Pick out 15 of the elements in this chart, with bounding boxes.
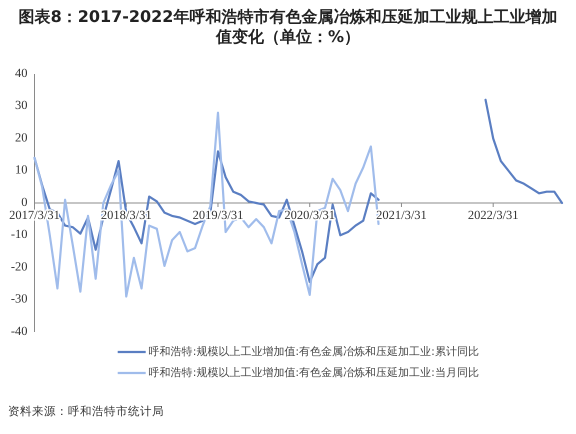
annotation: 资料来源：呼和浩特市统计局 <box>8 404 164 418</box>
chart-title: 图表8：2017-2022年呼和浩特市有色金属冶炼和压延加工业规上工业增加值变化（单位：%） <box>18 7 558 47</box>
y-tick-label: 30 <box>15 98 28 112</box>
y-tick-label: -10 <box>10 227 28 242</box>
y-tick-label: 20 <box>15 130 28 144</box>
legend-label: 呼和浩特:规模以上工业增加值:有色金属冶炼和压延加工业:当月同比 <box>148 366 479 380</box>
y-tick-label: 0 <box>21 194 28 209</box>
y-tick-label: -20 <box>10 259 28 274</box>
y-tick-label: 40 <box>15 66 28 80</box>
x-tick-label: 2021/3/31 <box>376 208 427 222</box>
x-tick-label: 2022/3/31 <box>468 208 519 222</box>
legend-label: 呼和浩特:规模以上工业增加值:有色金属冶炼和压延加工业:累计同比 <box>148 345 479 358</box>
y-tick-label: 10 <box>15 162 28 177</box>
y-tick-label: -40 <box>10 324 28 338</box>
y-tick-label: -30 <box>10 292 28 306</box>
